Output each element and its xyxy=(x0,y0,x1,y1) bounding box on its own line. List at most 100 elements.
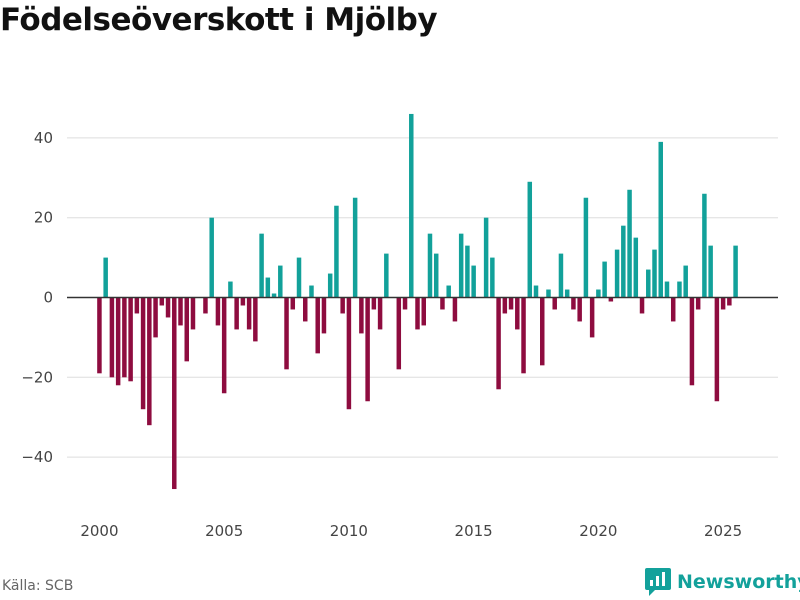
bar: -3 xyxy=(440,297,445,310)
bar: -20 xyxy=(109,297,115,378)
bar: -20 xyxy=(122,297,127,378)
bar: -3 xyxy=(371,297,377,310)
bar: -7 xyxy=(178,297,183,326)
bar: 27 xyxy=(627,189,632,298)
bar: -3 xyxy=(290,297,296,310)
bar: -8 xyxy=(246,297,252,330)
y-tick-labels: −40 −20 0 20 40 xyxy=(21,129,53,466)
x-tick-label: 2005 xyxy=(205,522,243,540)
bar: -19 xyxy=(521,297,526,374)
bar: 12 xyxy=(614,249,620,298)
y-tick-label: 40 xyxy=(34,129,53,147)
bar: 4 xyxy=(677,281,682,298)
bar: -16 xyxy=(184,297,189,362)
bar: -2 xyxy=(240,297,246,306)
bar: 13 xyxy=(733,245,738,298)
bar: -9 xyxy=(321,297,327,334)
y-tick-label: −40 xyxy=(21,448,53,466)
bar: 12 xyxy=(652,249,657,298)
bar: -9 xyxy=(359,297,364,334)
bar: 46 xyxy=(409,113,414,298)
bar: -4 xyxy=(340,297,345,314)
bar: 25 xyxy=(352,197,358,298)
bar: 2 xyxy=(596,289,601,298)
bar: 9 xyxy=(602,261,607,298)
bar: -18 xyxy=(284,297,289,370)
bar: -4 xyxy=(502,297,508,314)
bar: -2 xyxy=(727,297,732,306)
bar: -3 xyxy=(402,297,408,310)
bar: 3 xyxy=(309,285,314,298)
bar: -8 xyxy=(415,297,420,330)
bar: 11 xyxy=(558,253,564,298)
bar: 10 xyxy=(490,257,495,298)
bar: 6 xyxy=(327,273,333,298)
bar: 39 xyxy=(658,141,663,298)
bar: -17 xyxy=(540,297,545,366)
bar: -28 xyxy=(346,297,352,410)
bar: -28 xyxy=(140,297,146,410)
bar: -22 xyxy=(689,297,695,386)
bar: 16 xyxy=(259,233,264,298)
bar: 26 xyxy=(702,193,707,298)
bar: -8 xyxy=(234,297,239,330)
bar: -3 xyxy=(508,297,514,310)
source-note: Källa: SCB xyxy=(2,578,74,594)
y-tick-label: 20 xyxy=(34,209,53,227)
x-tick-label: 2000 xyxy=(80,522,118,540)
bar: -6 xyxy=(452,297,458,322)
newsworthy-logo-icon xyxy=(645,568,671,596)
bar: -8 xyxy=(190,297,196,330)
bar: -5 xyxy=(165,297,171,318)
bar: 8 xyxy=(683,265,688,298)
bar: -18 xyxy=(396,297,402,370)
brand-name: Newsworthy xyxy=(677,571,800,593)
bar: 23 xyxy=(334,205,339,298)
bar: -23 xyxy=(496,297,501,390)
bar: 16 xyxy=(458,233,464,298)
bar: 5 xyxy=(265,277,271,298)
bar: -22 xyxy=(115,297,121,386)
brand-logo[interactable]: Newsworthy xyxy=(645,568,800,596)
bar: 11 xyxy=(384,253,389,298)
x-tick-labels: 2000 2005 2010 2015 2020 2025 xyxy=(80,522,742,540)
bars: -1910-20-22-20-21-4-28-32-10-2-5-48-7-16… xyxy=(97,113,738,490)
bar: -21 xyxy=(128,297,133,382)
y-tick-label: −20 xyxy=(21,368,53,386)
bar: 3 xyxy=(533,285,539,298)
bar: 10 xyxy=(296,257,302,298)
bar: 7 xyxy=(646,269,651,298)
bar: -10 xyxy=(589,297,595,338)
bar: -7 xyxy=(421,297,426,326)
bar: -3 xyxy=(552,297,557,310)
y-tick-label: 0 xyxy=(43,289,53,307)
bar: 25 xyxy=(583,197,589,298)
bar: -3 xyxy=(571,297,576,310)
bar: 13 xyxy=(465,245,470,298)
bar: 1 xyxy=(271,293,277,298)
bar: 16 xyxy=(427,233,433,298)
bar: -48 xyxy=(172,297,177,490)
bar: -3 xyxy=(720,297,726,310)
bar: -2 xyxy=(159,297,165,306)
bar: -26 xyxy=(714,297,720,402)
bar: 2 xyxy=(564,289,570,298)
bar: -8 xyxy=(377,297,383,330)
x-tick-label: 2025 xyxy=(704,522,742,540)
x-tick-label: 2015 xyxy=(455,522,493,540)
x-tick-label: 2010 xyxy=(330,522,368,540)
bar: 20 xyxy=(483,217,489,298)
bar: -11 xyxy=(253,297,258,342)
bar: 3 xyxy=(446,285,451,298)
bar: 2 xyxy=(546,289,551,298)
bar: 8 xyxy=(471,265,476,298)
bar: -32 xyxy=(147,297,152,426)
bar: -26 xyxy=(365,297,370,402)
bar: -3 xyxy=(695,297,701,310)
bar: -1 xyxy=(608,297,614,302)
bar: -6 xyxy=(577,297,582,322)
bar: 15 xyxy=(633,237,639,298)
bar: 20 xyxy=(209,217,214,298)
bar: -4 xyxy=(639,297,645,314)
